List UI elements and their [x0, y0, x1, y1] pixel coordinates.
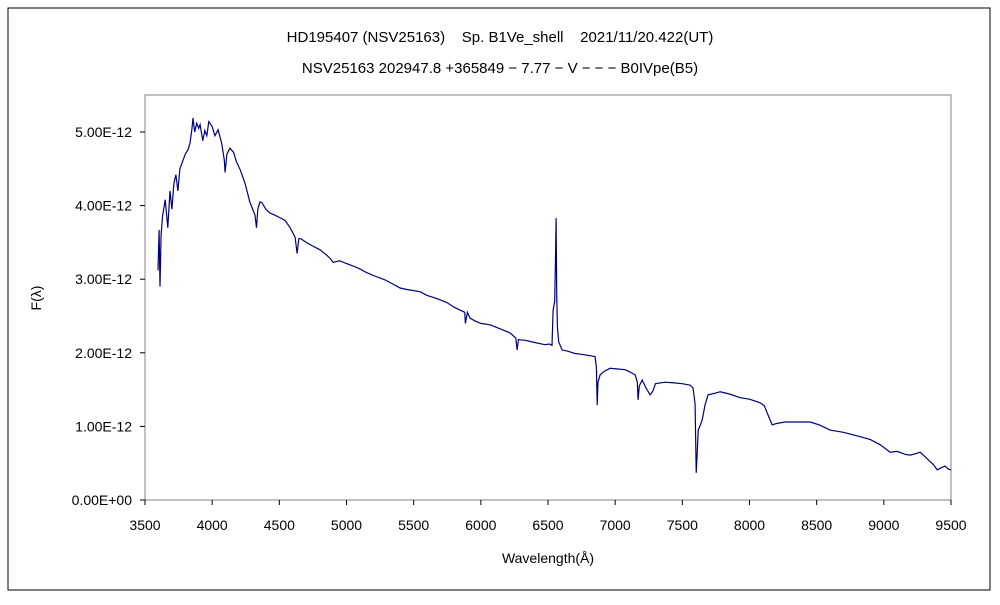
x-tick-label: 9500	[935, 517, 966, 533]
x-tick-label: 6000	[465, 517, 496, 533]
y-tick-label: 4.00E-12	[75, 198, 132, 214]
chart-title: HD195407 (NSV25163) Sp. B1Ve_shell 2021/…	[287, 29, 714, 46]
x-tick-label: 3500	[129, 517, 160, 533]
y-tick-label: 0.00E+00	[72, 492, 133, 508]
y-axis-label: F(λ)	[28, 286, 44, 311]
x-tick-label: 7000	[600, 517, 631, 533]
y-tick-label: 5.00E-12	[75, 124, 132, 140]
x-tick-label: 5000	[331, 517, 362, 533]
x-tick-label: 4500	[264, 517, 295, 533]
y-tick-label: 3.00E-12	[75, 271, 132, 287]
x-tick-label: 7500	[667, 517, 698, 533]
x-tick-label: 4000	[197, 517, 228, 533]
y-tick-label: 1.00E-12	[75, 418, 132, 434]
spectrum-line	[157, 117, 952, 473]
chart-border	[7, 7, 991, 591]
x-tick-label: 6500	[532, 517, 563, 533]
x-tick-label: 9000	[868, 517, 899, 533]
chart-subtitle: NSV25163 202947.8 +365849 − 7.77 − V − −…	[302, 60, 698, 77]
x-tick-label: 8500	[801, 517, 832, 533]
y-tick-label: 2.00E-12	[75, 345, 132, 361]
x-axis-label: Wavelength(Å)	[502, 550, 594, 566]
x-tick-label: 5500	[398, 517, 429, 533]
x-tick-label: 8000	[734, 517, 765, 533]
